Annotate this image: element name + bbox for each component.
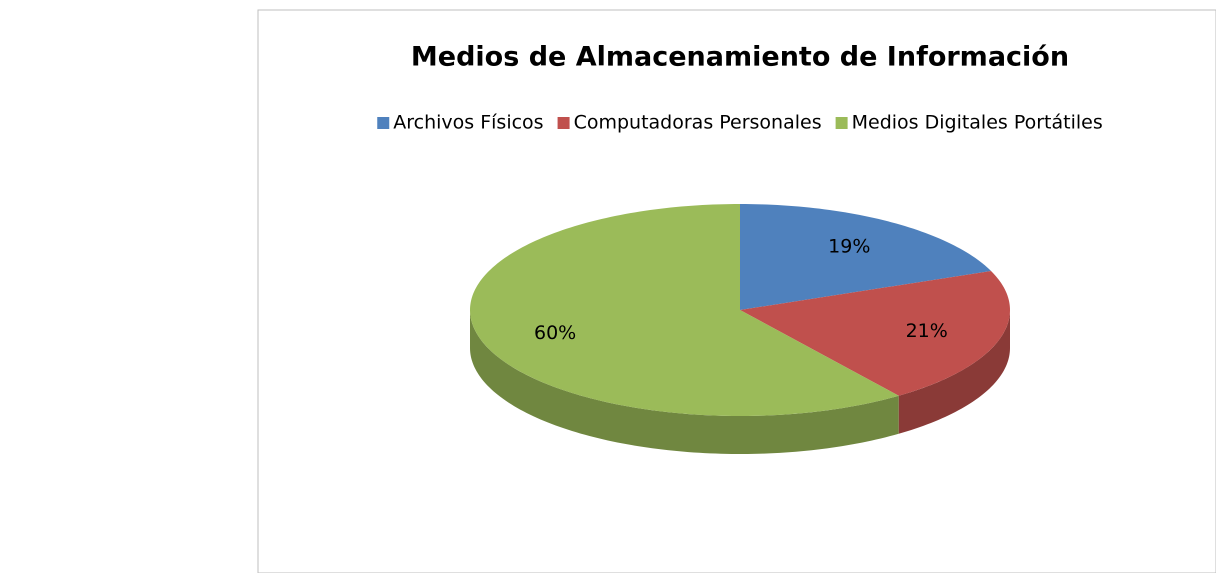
pie-slice [470,204,899,416]
data-label: 60% [534,322,576,344]
legend-swatch [557,117,570,129]
pie-slice-side [898,310,1010,434]
chart-title: Medios de Almacenamiento de Información [411,42,1069,73]
legend: Archivos Físicos Computadoras Personales M… [377,112,1103,134]
legend-label: Computadoras Personales [574,112,822,134]
pie-slice [740,270,1010,396]
data-label: 19% [828,235,870,257]
legend-label: Archivos Físicos [393,112,543,134]
legend-swatch [377,117,390,129]
legend-label: Medios Digitales Portátiles [852,112,1103,134]
legend-swatch [835,117,848,129]
data-label: 21% [906,320,948,342]
pie-slice-side [470,310,899,454]
pie-slice [740,204,992,310]
